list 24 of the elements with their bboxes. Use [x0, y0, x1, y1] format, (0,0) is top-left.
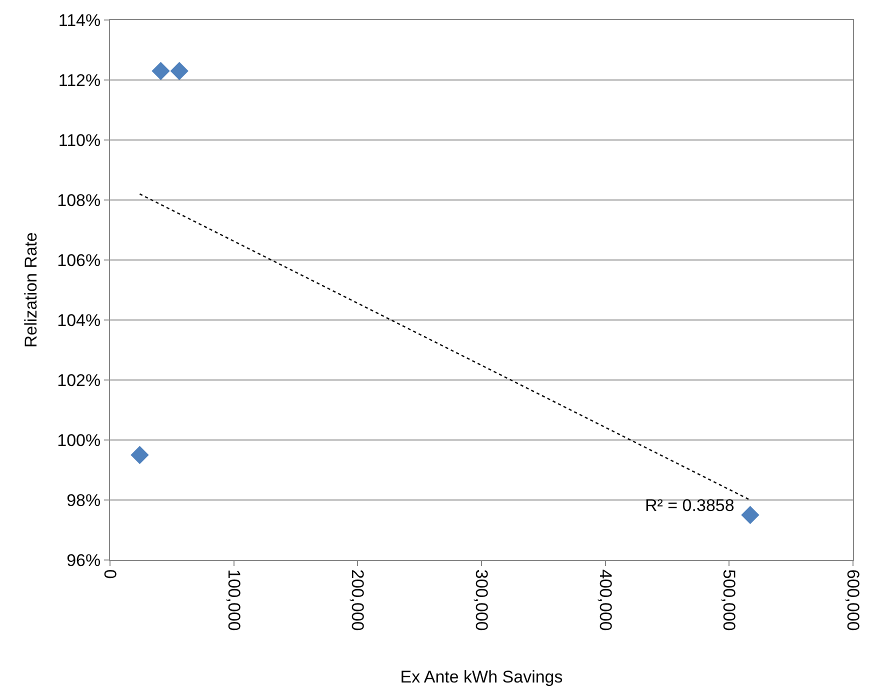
point — [152, 62, 170, 80]
y-tick-label: 96% — [66, 550, 101, 570]
y-tick-label: 104% — [57, 310, 101, 330]
x-tick-label: 300,000 — [472, 569, 491, 631]
y-tick-label: 110% — [58, 130, 101, 150]
y-tick-label: 108% — [57, 190, 101, 210]
x-tick-label: 0 — [100, 569, 120, 579]
point — [170, 62, 188, 80]
x-tick-label: 100,000 — [224, 569, 244, 631]
x-axis-title: Ex Ante kWh Savings — [400, 667, 563, 686]
x-tick-label: 600,000 — [843, 569, 862, 631]
annotation: R² = 0.3858 — [645, 496, 734, 515]
y-tick-label: 114% — [58, 10, 101, 30]
y-tick-label: 100% — [57, 430, 101, 450]
x-tick-label: 400,000 — [596, 569, 615, 631]
y-tick-label: 102% — [57, 370, 101, 390]
point — [130, 446, 149, 464]
y-tick-label: 106% — [57, 250, 101, 270]
x-tick-label: 200,000 — [348, 569, 368, 631]
y-tick-label: 112% — [58, 70, 101, 90]
x-tick-label: 500,000 — [720, 569, 739, 631]
y-axis-title: Relization Rate — [22, 232, 41, 348]
y-tick-label: 98% — [66, 490, 101, 510]
point — [741, 506, 760, 524]
